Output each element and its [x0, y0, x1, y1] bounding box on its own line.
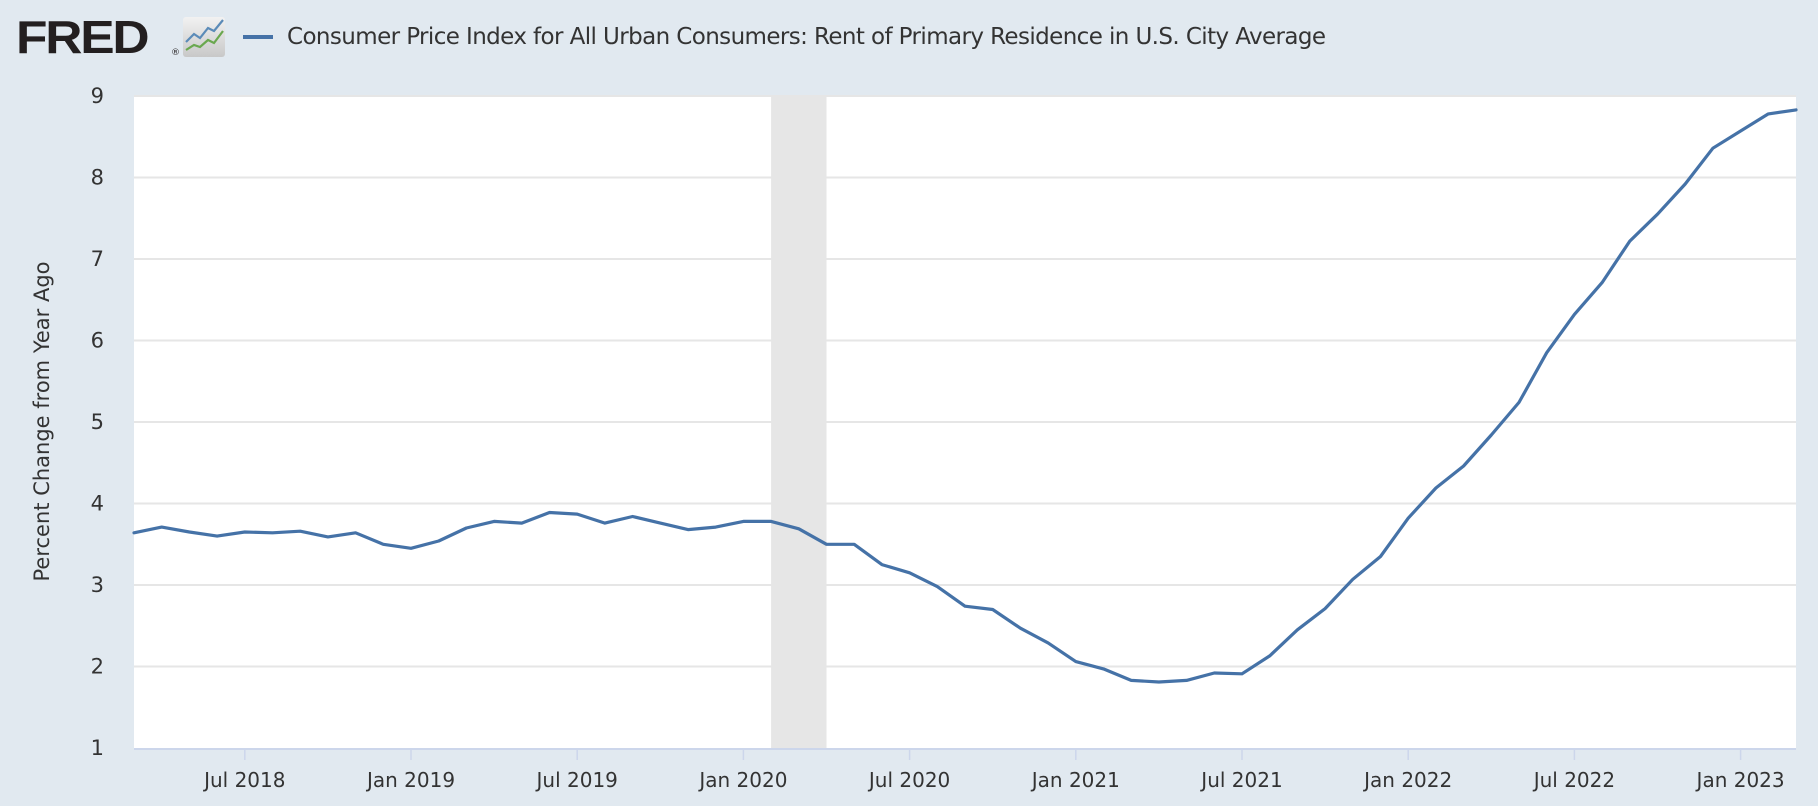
- data-point[interactable]: [294, 525, 306, 537]
- data-point[interactable]: [267, 527, 279, 539]
- data-point[interactable]: [848, 538, 860, 550]
- data-point[interactable]: [904, 567, 916, 579]
- data-point[interactable]: [1070, 656, 1082, 668]
- y-axis-title: Percent Change from Year Ago: [30, 262, 54, 582]
- data-point[interactable]: [682, 524, 694, 536]
- data-point[interactable]: [1347, 573, 1359, 585]
- data-point[interactable]: [350, 527, 362, 539]
- y-tick-label: 9: [91, 84, 104, 108]
- y-tick-label: 6: [91, 329, 104, 353]
- data-point[interactable]: [1735, 125, 1747, 137]
- data-point[interactable]: [1568, 308, 1580, 320]
- y-tick-label: 3: [91, 573, 104, 597]
- data-point[interactable]: [571, 508, 583, 520]
- data-point[interactable]: [1485, 429, 1497, 441]
- data-point[interactable]: [1458, 460, 1470, 472]
- data-point[interactable]: [1264, 650, 1276, 662]
- legend-swatch: [243, 35, 273, 39]
- data-point[interactable]: [460, 522, 472, 534]
- data-point[interactable]: [1790, 104, 1802, 116]
- data-point[interactable]: [488, 515, 500, 527]
- x-tick-label: Jul 2019: [535, 768, 618, 792]
- data-point[interactable]: [599, 517, 611, 529]
- data-point[interactable]: [128, 527, 140, 539]
- y-tick-label: 7: [91, 247, 104, 271]
- data-point[interactable]: [627, 511, 639, 523]
- data-point[interactable]: [1014, 622, 1026, 634]
- x-tick-label: Jul 2020: [867, 768, 950, 792]
- y-tick-label: 5: [91, 410, 104, 434]
- y-axis-ticks: 1 2 3 4 5 6 7 8 9: [91, 84, 104, 760]
- legend[interactable]: Consumer Price Index for All Urban Consu…: [243, 20, 1326, 54]
- x-tick-label: Jan 2023: [1695, 768, 1785, 792]
- data-point[interactable]: [1652, 208, 1664, 220]
- x-tick-label: Jan 2019: [365, 768, 455, 792]
- data-point[interactable]: [987, 603, 999, 615]
- x-axis-ticks: Jul 2018 Jan 2019 Jul 2019 Jan 2020 Jul 2020…: [202, 749, 1785, 792]
- x-tick-label: Jan 2022: [1362, 768, 1452, 792]
- data-point[interactable]: [156, 521, 168, 533]
- data-point[interactable]: [1679, 178, 1691, 190]
- series-line[interactable]: [132, 108, 1798, 684]
- x-tick-label: Jul 2022: [1532, 768, 1615, 792]
- legend-series-label[interactable]: Consumer Price Index for All Urban Consu…: [287, 24, 1326, 50]
- y-tick-label: 2: [91, 655, 104, 679]
- data-point[interactable]: [1624, 235, 1636, 247]
- registered-mark: ®: [171, 48, 180, 58]
- data-point[interactable]: [765, 515, 777, 527]
- data-point[interactable]: [1153, 676, 1165, 688]
- data-point[interactable]: [1430, 482, 1442, 494]
- data-point[interactable]: [1375, 550, 1387, 562]
- data-point[interactable]: [1762, 108, 1774, 120]
- x-tick-label: Jul 2021: [1199, 768, 1282, 792]
- x-tick-label: Jan 2021: [1030, 768, 1120, 792]
- data-point[interactable]: [793, 523, 805, 535]
- y-tick-label: 4: [91, 492, 104, 516]
- data-point[interactable]: [544, 506, 556, 518]
- data-point[interactable]: [377, 538, 389, 550]
- data-point[interactable]: [1042, 637, 1054, 649]
- data-point[interactable]: [1319, 603, 1331, 615]
- data-point[interactable]: [737, 515, 749, 527]
- data-point[interactable]: [1707, 142, 1719, 154]
- data-point[interactable]: [1236, 668, 1248, 680]
- data-point[interactable]: [183, 526, 195, 538]
- series-layer: [128, 104, 1802, 688]
- y-tick-label: 8: [91, 166, 104, 190]
- data-point[interactable]: [322, 531, 334, 543]
- data-point[interactable]: [821, 538, 833, 550]
- x-tick-label: Jan 2020: [697, 768, 787, 792]
- y-tick-label: 1: [91, 736, 104, 760]
- data-point[interactable]: [1541, 347, 1553, 359]
- data-point[interactable]: [1208, 667, 1220, 679]
- data-point[interactable]: [239, 526, 251, 538]
- header: FRED ® Consumer Price Index for All Urba…: [0, 0, 1818, 80]
- data-point[interactable]: [405, 542, 417, 554]
- data-point[interactable]: [1513, 396, 1525, 408]
- gridlines: [134, 95, 1796, 668]
- data-point[interactable]: [959, 600, 971, 612]
- data-point[interactable]: [1402, 512, 1414, 524]
- data-point[interactable]: [654, 517, 666, 529]
- chart-lines-icon[interactable]: [182, 16, 226, 58]
- data-point[interactable]: [516, 517, 528, 529]
- fred-logo[interactable]: FRED: [16, 11, 150, 63]
- data-point[interactable]: [1125, 674, 1137, 686]
- data-point[interactable]: [710, 521, 722, 533]
- data-point[interactable]: [1596, 277, 1608, 289]
- data-point[interactable]: [1291, 624, 1303, 636]
- data-point[interactable]: [876, 559, 888, 571]
- data-point[interactable]: [1181, 674, 1193, 686]
- data-point[interactable]: [433, 535, 445, 547]
- data-point[interactable]: [931, 581, 943, 593]
- x-tick-label: Jul 2018: [202, 768, 285, 792]
- data-point[interactable]: [211, 530, 223, 542]
- data-point[interactable]: [1098, 663, 1110, 675]
